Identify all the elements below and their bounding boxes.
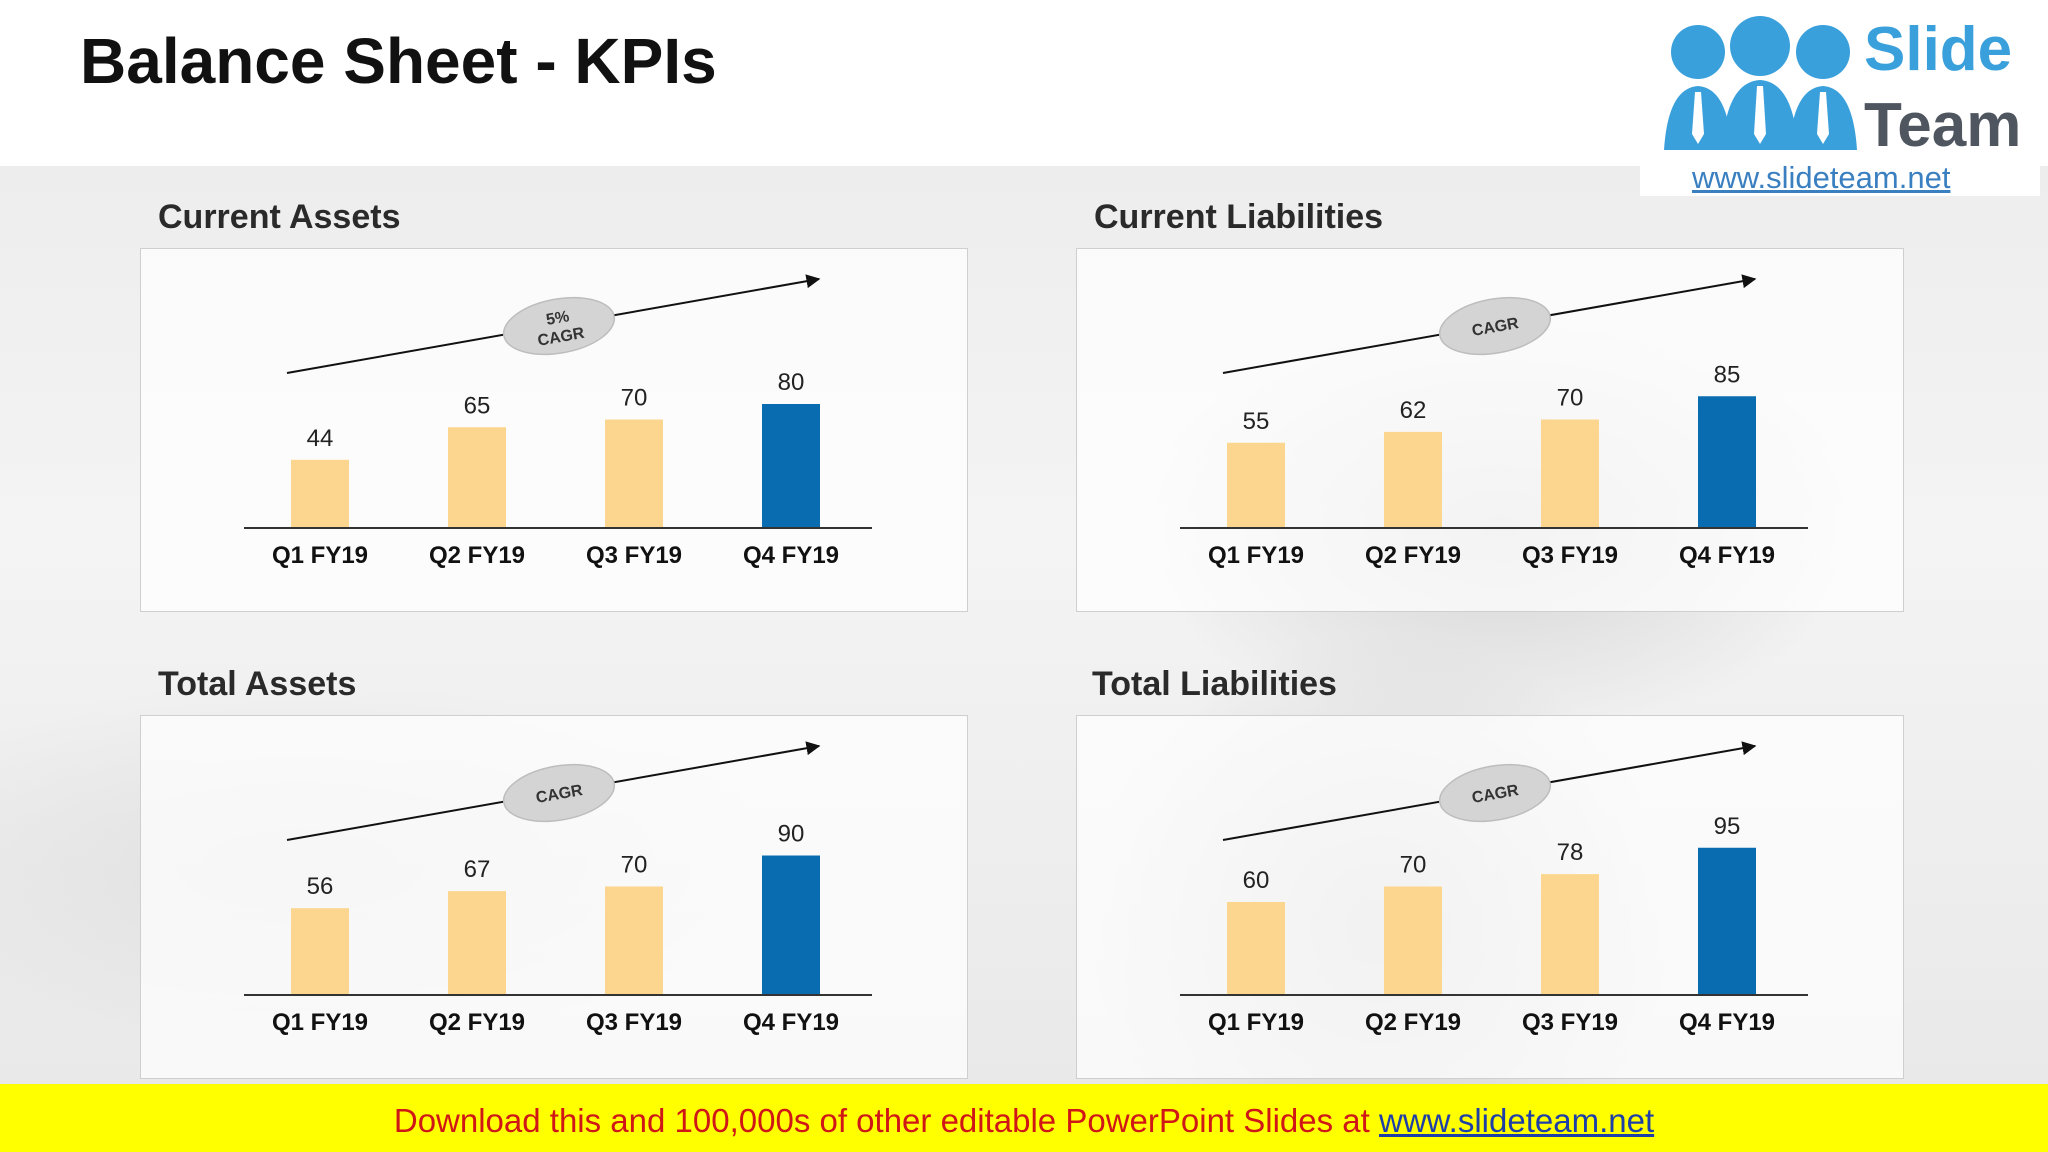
category-label: Q2 FY19 bbox=[429, 542, 525, 569]
category-label: Q1 FY19 bbox=[1208, 542, 1304, 569]
slideteam-logo[interactable]: Slide Team www.slideteam.net bbox=[1640, 0, 2040, 196]
data-label: 80 bbox=[778, 369, 805, 396]
category-label: Q2 FY19 bbox=[1365, 1009, 1461, 1036]
data-label: 62 bbox=[1400, 397, 1427, 424]
category-label: Q1 FY19 bbox=[1208, 1009, 1304, 1036]
bar-q1-fy19 bbox=[1227, 902, 1285, 995]
data-label: 90 bbox=[778, 821, 805, 848]
data-label: 65 bbox=[464, 392, 491, 419]
data-label: 70 bbox=[1400, 852, 1427, 879]
category-label: Q4 FY19 bbox=[743, 542, 839, 569]
current-liabilities-title: Current Liabilities bbox=[1094, 198, 1384, 236]
bar-q4-fy19 bbox=[1698, 396, 1756, 528]
data-label: 70 bbox=[1557, 385, 1584, 412]
data-label: 44 bbox=[307, 425, 334, 452]
total-liabilities-title: Total Liabilities bbox=[1092, 665, 1337, 703]
category-label: Q3 FY19 bbox=[586, 1009, 682, 1036]
bar-q1-fy19 bbox=[291, 459, 349, 528]
cagr-badge-line: 5% bbox=[545, 308, 571, 329]
data-label: 60 bbox=[1243, 867, 1270, 894]
data-label: 67 bbox=[464, 856, 491, 883]
data-label: 95 bbox=[1714, 813, 1741, 840]
bar-q3-fy19 bbox=[605, 886, 663, 995]
data-label: 78 bbox=[1557, 839, 1584, 866]
page-title: Balance Sheet - KPIs bbox=[80, 25, 717, 97]
category-label: Q1 FY19 bbox=[272, 542, 368, 569]
total-assets-title: Total Assets bbox=[158, 665, 357, 703]
cagr-badge bbox=[1438, 296, 1552, 356]
bar-q4-fy19 bbox=[762, 855, 820, 995]
category-label: Q4 FY19 bbox=[1679, 542, 1775, 569]
bar-q3-fy19 bbox=[605, 419, 663, 528]
bar-q3-fy19 bbox=[1541, 874, 1599, 995]
bar-q2-fy19 bbox=[448, 891, 506, 995]
data-label: 70 bbox=[621, 385, 648, 412]
bar-q2-fy19 bbox=[1384, 886, 1442, 995]
current-liabilities-panel: 55 Q1 FY19 62 Q2 FY19 70 Q3 FY19 85 Q4 FY19 CAGR bbox=[1076, 248, 1904, 612]
bar-q3-fy19 bbox=[1541, 419, 1599, 528]
bar-q2-fy19 bbox=[1384, 431, 1442, 528]
data-label: 70 bbox=[621, 852, 648, 879]
download-banner-link[interactable]: www.slideteam.net bbox=[1379, 1102, 1655, 1139]
data-label: 56 bbox=[307, 873, 334, 900]
current-assets-panel: 44 Q1 FY19 65 Q2 FY19 70 Q3 FY19 80 Q4 FY19 5%CA… bbox=[140, 248, 968, 612]
category-label: Q3 FY19 bbox=[586, 542, 682, 569]
category-label: Q4 FY19 bbox=[1679, 1009, 1775, 1036]
data-label: 55 bbox=[1243, 408, 1270, 435]
bar-q4-fy19 bbox=[762, 404, 820, 528]
current-assets-title: Current Assets bbox=[158, 198, 401, 236]
data-label: 85 bbox=[1714, 361, 1741, 388]
logo-wordmark-team: Team bbox=[1864, 91, 2022, 160]
cagr-badge bbox=[1438, 763, 1552, 823]
cagr-badge bbox=[502, 763, 616, 823]
people-icon bbox=[1664, 16, 1857, 150]
total-assets-panel: 56 Q1 FY19 67 Q2 FY19 70 Q3 FY19 90 Q4 FY19 CAGR bbox=[140, 715, 968, 1079]
download-banner-text: Download this and 100,000s of other edit… bbox=[0, 1102, 2048, 1140]
category-label: Q2 FY19 bbox=[429, 1009, 525, 1036]
bar-q4-fy19 bbox=[1698, 847, 1756, 995]
download-banner: Download this and 100,000s of other edit… bbox=[0, 1084, 2048, 1152]
category-label: Q1 FY19 bbox=[272, 1009, 368, 1036]
category-label: Q3 FY19 bbox=[1522, 1009, 1618, 1036]
cagr-badge bbox=[502, 296, 616, 356]
category-label: Q3 FY19 bbox=[1522, 542, 1618, 569]
logo-url-link[interactable]: www.slideteam.net bbox=[1692, 160, 1951, 195]
category-label: Q4 FY19 bbox=[743, 1009, 839, 1036]
download-banner-message: Download this and 100,000s of other edit… bbox=[393, 1102, 1379, 1139]
logo-wordmark-slide: Slide bbox=[1864, 15, 2013, 84]
total-liabilities-panel: 60 Q1 FY19 70 Q2 FY19 78 Q3 FY19 95 Q4 FY19 CAGR bbox=[1076, 715, 1904, 1079]
bar-q1-fy19 bbox=[1227, 442, 1285, 528]
bar-q1-fy19 bbox=[291, 908, 349, 995]
category-label: Q2 FY19 bbox=[1365, 542, 1461, 569]
bar-q2-fy19 bbox=[448, 427, 506, 528]
